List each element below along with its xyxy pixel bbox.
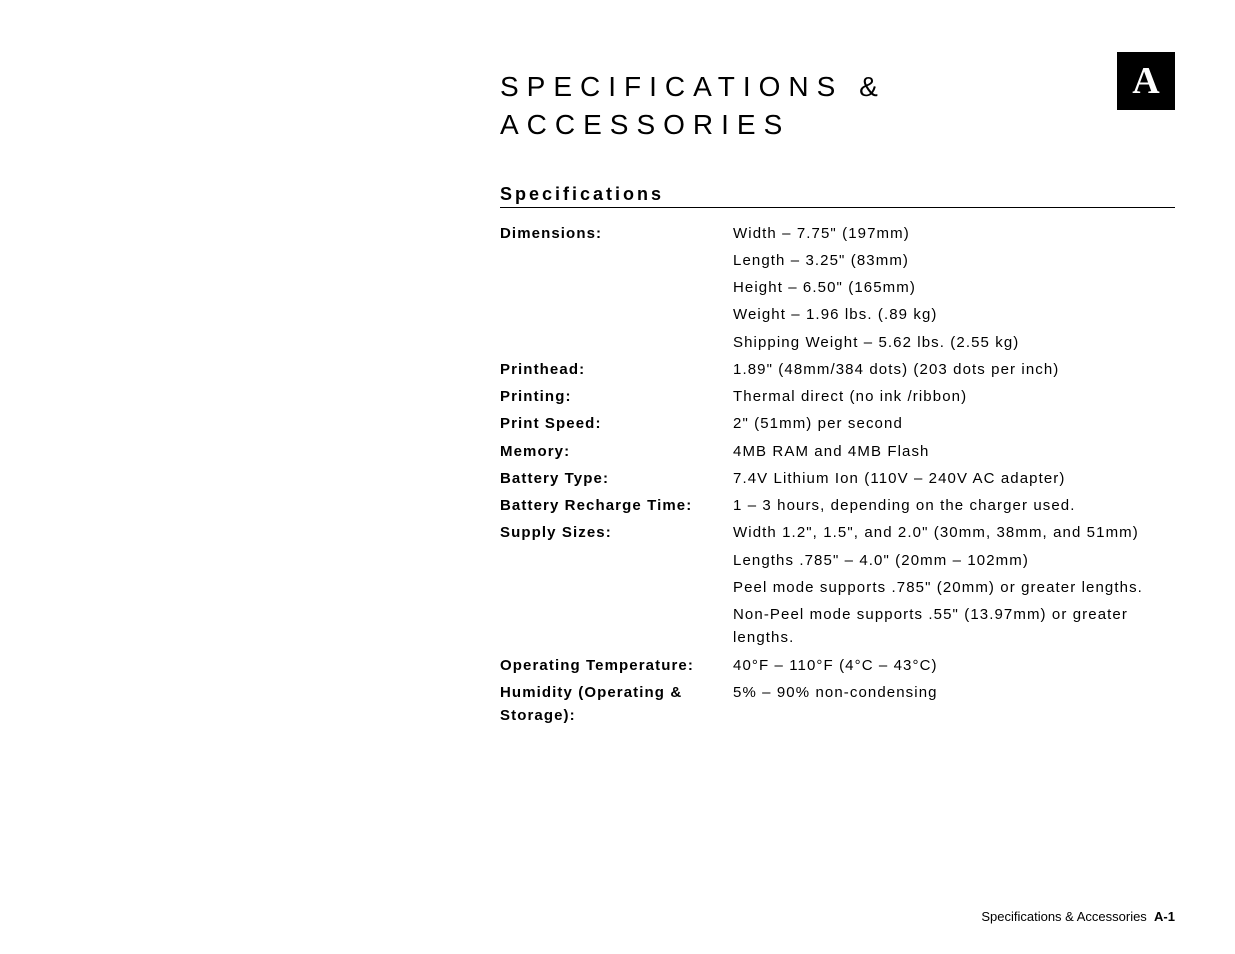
footer-text: Specifications & Accessories [981,909,1146,924]
spec-value-printhead: 1.89" (48mm/384 dots) (203 dots per inch… [733,356,1175,383]
chapter-title: SPECIFICATIONS & ACCESSORIES [500,68,1175,144]
spec-value-memory: 4MB RAM and 4MB Flash [733,438,1175,465]
table-row: Peel mode supports .785" (20mm) or great… [500,574,1175,601]
spec-label-print-speed: Print Speed: [500,410,733,437]
spec-label-supply-sizes: Supply Sizes: [500,519,733,546]
table-row: Print Speed: 2" (51mm) per second [500,410,1175,437]
spec-value-dimensions-weight: Weight – 1.96 lbs. (.89 kg) [733,301,1175,328]
table-row: Printing: Thermal direct (no ink /ribbon… [500,383,1175,410]
spec-value-supply-sizes-peel: Peel mode supports .785" (20mm) or great… [733,574,1175,601]
spec-value-dimensions-width: Width – 7.75" (197mm) [733,220,1175,247]
table-row: Dimensions: Width – 7.75" (197mm) [500,220,1175,247]
table-row: Operating Temperature: 40°F – 110°F (4°C… [500,652,1175,679]
footer-page-number: A-1 [1154,909,1175,924]
document-page: A SPECIFICATIONS & ACCESSORIES Specifica… [0,0,1235,954]
appendix-badge: A [1117,52,1175,110]
spec-label-battery-type: Battery Type: [500,465,733,492]
spec-value-supply-sizes-width: Width 1.2", 1.5", and 2.0" (30mm, 38mm, … [733,519,1175,546]
spec-value-supply-sizes-lengths: Lengths .785" – 4.0" (20mm – 102mm) [733,547,1175,574]
spec-value-battery-recharge: 1 – 3 hours, depending on the charger us… [733,492,1175,519]
spec-label-memory: Memory: [500,438,733,465]
specifications-table: Dimensions: Width – 7.75" (197mm) Length… [500,220,1175,730]
spec-value-battery-type: 7.4V Lithium Ion (110V – 240V AC adapter… [733,465,1175,492]
table-row: Lengths .785" – 4.0" (20mm – 102mm) [500,547,1175,574]
spec-value-print-speed: 2" (51mm) per second [733,410,1175,437]
table-row: Supply Sizes: Width 1.2", 1.5", and 2.0"… [500,519,1175,546]
spec-value-supply-sizes-nonpeel: Non-Peel mode supports .55" (13.97mm) or… [733,601,1175,652]
spec-value-printing: Thermal direct (no ink /ribbon) [733,383,1175,410]
table-row: Humidity (Operating & Storage): 5% – 90%… [500,679,1175,730]
spec-label-operating-temp: Operating Temperature: [500,652,733,679]
table-row: Printhead: 1.89" (48mm/384 dots) (203 do… [500,356,1175,383]
spec-label-humidity: Humidity (Operating & Storage): [500,679,733,730]
table-row: Memory: 4MB RAM and 4MB Flash [500,438,1175,465]
spec-value-dimensions-shipweight: Shipping Weight – 5.62 lbs. (2.55 kg) [733,329,1175,356]
chapter-title-line2: ACCESSORIES [500,109,790,140]
spec-value-humidity: 5% – 90% non-condensing [733,679,1175,730]
spec-value-dimensions-length: Length – 3.25" (83mm) [733,247,1175,274]
table-row: Battery Recharge Time: 1 – 3 hours, depe… [500,492,1175,519]
spec-label-battery-recharge: Battery Recharge Time: [500,492,733,519]
table-row: Non-Peel mode supports .55" (13.97mm) or… [500,601,1175,652]
table-row: Height – 6.50" (165mm) [500,274,1175,301]
table-row: Shipping Weight – 5.62 lbs. (2.55 kg) [500,329,1175,356]
spec-value-dimensions-height: Height – 6.50" (165mm) [733,274,1175,301]
chapter-title-line1: SPECIFICATIONS & [500,71,886,102]
spec-value-operating-temp: 40°F – 110°F (4°C – 43°C) [733,652,1175,679]
page-footer: Specifications & Accessories A-1 [981,909,1175,924]
table-row: Weight – 1.96 lbs. (.89 kg) [500,301,1175,328]
spec-label-printing: Printing: [500,383,733,410]
spec-label-dimensions: Dimensions: [500,220,733,247]
table-row: Length – 3.25" (83mm) [500,247,1175,274]
spec-label-printhead: Printhead: [500,356,733,383]
section-title-specifications: Specifications [500,184,1175,208]
table-row: Battery Type: 7.4V Lithium Ion (110V – 2… [500,465,1175,492]
